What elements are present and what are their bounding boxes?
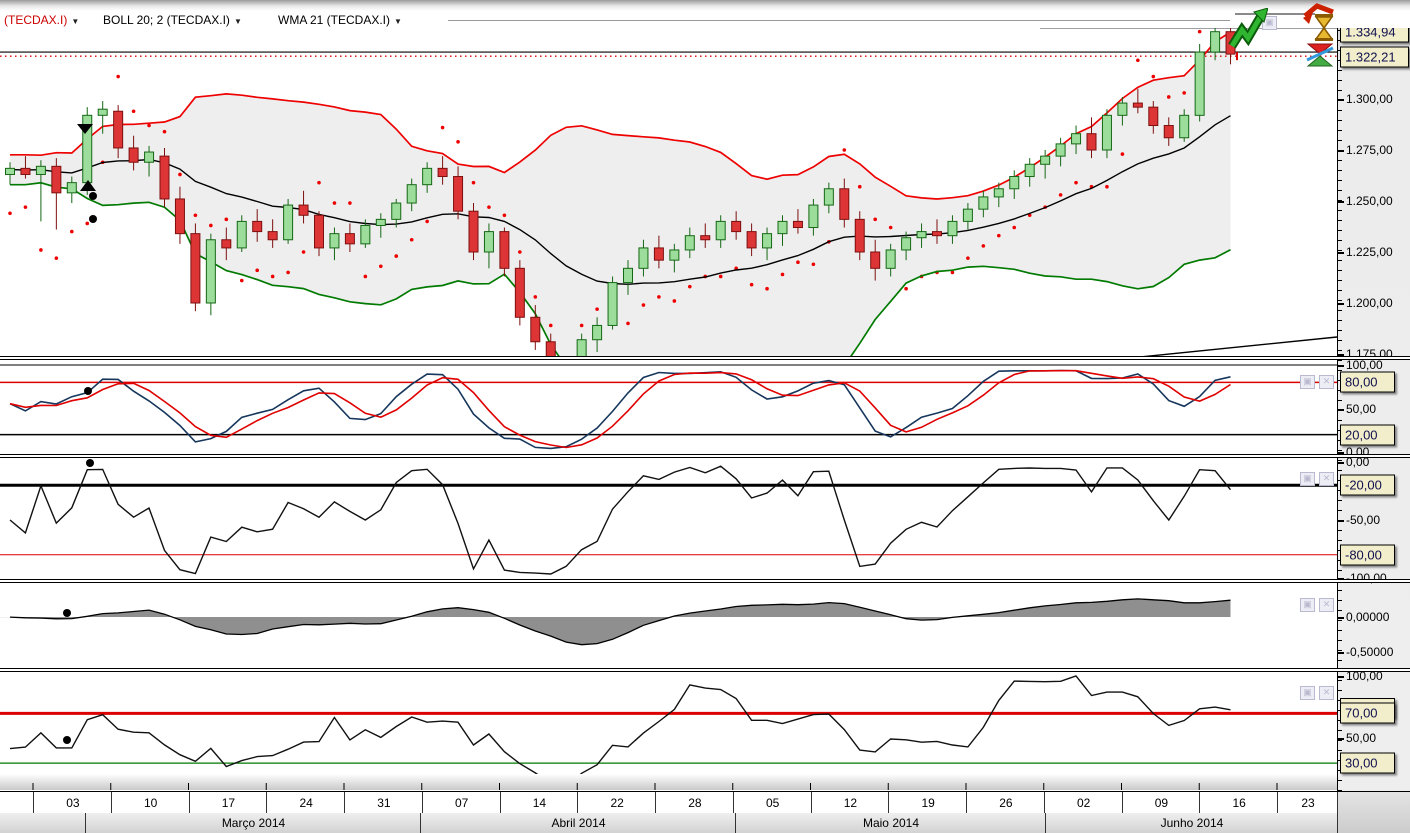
week-cell: 23 xyxy=(1277,792,1338,813)
panel-separator[interactable] xyxy=(0,579,1410,583)
week-cell: 03 xyxy=(33,792,112,813)
restore-window-icon[interactable]: ▣ xyxy=(1262,16,1277,30)
momentum-tick-label: 0,00000 xyxy=(1337,610,1390,624)
trend-up-arrow-icon[interactable] xyxy=(1228,8,1268,50)
price-badge: 1.322,21 xyxy=(1340,46,1409,68)
close-panel-icon[interactable]: ✕ xyxy=(1319,686,1334,700)
chart-canvas[interactable] xyxy=(0,0,1337,833)
price-alert-triangles-icon[interactable] xyxy=(1305,42,1335,68)
week-row: 03 10 17 24 31 07 14 22 28 05 12 19 26 02 09 16 23 xyxy=(0,792,1410,814)
week-cell: 12 xyxy=(810,792,890,813)
hourglass-alarm-icon[interactable] xyxy=(1303,2,1337,42)
week-cell: 16 xyxy=(1199,792,1278,813)
close-panel-icon[interactable]: ✕ xyxy=(1319,375,1334,389)
week-cell: 09 xyxy=(1121,792,1201,813)
week-cell: 07 xyxy=(421,792,501,813)
price-tick-label: 1.275,00 xyxy=(1338,143,1393,157)
week-cell: 10 xyxy=(110,792,190,813)
restore-panel-icon[interactable]: ▣ xyxy=(1300,472,1315,486)
time-axis[interactable]: 03 10 17 24 31 07 14 22 28 05 12 19 26 02 09 16 23 Março… xyxy=(0,791,1410,833)
week-cell: 17 xyxy=(188,792,268,813)
wpr-tick-label: -50,00 xyxy=(1337,513,1381,527)
week-cell: 19 xyxy=(888,792,967,813)
rsi-tick-label: 50,00 xyxy=(1337,731,1377,746)
rsi-panel-controls: ▣ ✕ xyxy=(1300,686,1334,700)
wpr-panel-controls: ▣ ✕ xyxy=(1300,472,1334,486)
chevron-down-icon: ▼ xyxy=(71,17,80,26)
wpr-badge: -20,00 xyxy=(1340,474,1395,496)
bollinger-label: BOLL 20; 2 (TECDAX.I) xyxy=(103,13,230,27)
stoch-tick-label: 100,00 xyxy=(1338,358,1383,372)
value-axis[interactable]: 1.300,00 1.275,00 1.250,00 1.225,00 1.200,00… xyxy=(1337,0,1410,791)
week-cell: 14 xyxy=(499,792,579,813)
rsi-tick-label: 100,00 xyxy=(1338,669,1383,683)
week-cell: 05 xyxy=(732,792,812,813)
week-cell: 02 xyxy=(1043,792,1123,813)
stoch-panel-controls: ▣ ✕ xyxy=(1300,375,1334,389)
close-panel-icon[interactable]: ✕ xyxy=(1319,472,1334,486)
wma-label: WMA 21 (TECDAX.I) xyxy=(278,13,391,27)
measure-line xyxy=(1235,13,1315,15)
price-tick-label: 1.200,00 xyxy=(1338,296,1393,310)
bollinger-dropdown[interactable]: BOLL 20; 2 (TECDAX.I) ▼ xyxy=(103,13,242,27)
axis-corner xyxy=(1338,792,1410,833)
month-cell: Junho 2014 xyxy=(1045,813,1338,833)
month-cell: Março 2014 xyxy=(85,813,421,833)
price-tick-label: 1.225,00 xyxy=(1338,245,1393,259)
momentum-tick-label: -0,50000 xyxy=(1337,645,1394,659)
rsi-badge: 70,00 xyxy=(1340,702,1395,724)
week-cell: 22 xyxy=(577,792,656,813)
rsi-badge: 30,00 xyxy=(1340,752,1395,774)
chevron-down-icon: ▼ xyxy=(394,17,402,26)
axis-tick-marks xyxy=(1338,0,1342,791)
stoch-badge: 20,00 xyxy=(1340,424,1395,446)
panel-separator[interactable] xyxy=(0,454,1410,458)
restore-panel-icon[interactable]: ▣ xyxy=(1300,686,1315,700)
stoch-badge: 80,00 xyxy=(1340,371,1395,393)
week-cell: 28 xyxy=(655,792,734,813)
stoch-tick-label: 50,00 xyxy=(1337,401,1377,416)
chart-header: (TECDAX.I) ▼ BOLL 20; 2 (TECDAX.I) ▼ WMA 2… xyxy=(0,0,1410,28)
instrument-dropdown[interactable]: (TECDAX.I) ▼ xyxy=(4,13,79,27)
month-row: Março 2014 Abril 2014 Maio 2014 Junho 2014 xyxy=(0,813,1410,833)
month-cell: Maio 2014 xyxy=(735,813,1046,833)
instrument-label: (TECDAX.I) xyxy=(4,13,68,27)
restore-panel-icon[interactable]: ▣ xyxy=(1300,598,1315,612)
price-tick-label: 1.300,00 xyxy=(1338,92,1393,106)
week-cell: 31 xyxy=(344,792,423,813)
week-cell: 26 xyxy=(966,792,1045,813)
momentum-panel-controls: ▣ ✕ xyxy=(1300,598,1334,612)
month-cell: Abril 2014 xyxy=(420,813,736,833)
price-tick-label: 1.250,00 xyxy=(1338,194,1393,208)
panel-separator[interactable] xyxy=(0,668,1410,672)
panel-separator[interactable] xyxy=(0,356,1410,360)
header-divider xyxy=(448,20,1230,21)
wpr-badge: -80,00 xyxy=(1340,544,1395,566)
chevron-down-icon: ▼ xyxy=(233,17,242,26)
restore-panel-icon[interactable]: ▣ xyxy=(1300,375,1315,389)
wma-dropdown[interactable]: WMA 21 (TECDAX.I) ▼ xyxy=(278,13,402,27)
week-cell: 24 xyxy=(266,792,345,813)
wpr-tick-label: 0,00 xyxy=(1337,455,1370,469)
close-panel-icon[interactable]: ✕ xyxy=(1319,598,1334,612)
